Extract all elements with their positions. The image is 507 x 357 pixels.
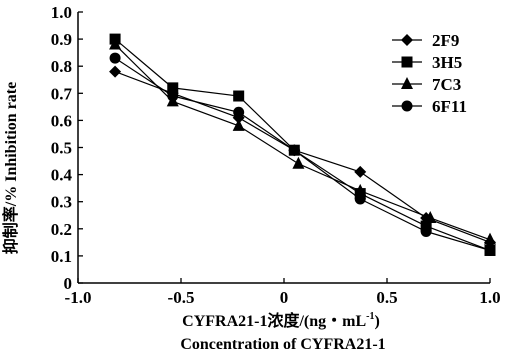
data-point-6f11 bbox=[288, 144, 300, 156]
data-point-7c3 bbox=[292, 156, 305, 169]
data-point-6f11 bbox=[420, 226, 432, 238]
data-point-7c3 bbox=[232, 118, 245, 131]
y-tick-label: 0.7 bbox=[51, 84, 73, 103]
data-point-6f11 bbox=[109, 52, 121, 64]
y-tick-label: 0.6 bbox=[51, 111, 72, 130]
y-tick-label: 0.3 bbox=[51, 193, 72, 212]
y-tick-label: 0.8 bbox=[51, 57, 72, 76]
data-point-6f11 bbox=[354, 193, 366, 205]
x-axis-label-text: CYFRA21-1浓度/(ng・mL bbox=[182, 311, 366, 330]
x-tick-label: -1.0 bbox=[65, 288, 92, 307]
data-point-6f11 bbox=[233, 106, 245, 118]
data-point-7c3 bbox=[424, 210, 437, 223]
data-point-6f11 bbox=[484, 244, 496, 256]
data-point-7c3 bbox=[109, 37, 122, 50]
x-tick-label: 0.5 bbox=[376, 288, 397, 307]
x-axis-label-superscript: -1 bbox=[366, 311, 374, 322]
legend-marker-3h5 bbox=[401, 56, 413, 68]
y-axis-label: 抑制率/% Inhibition rate bbox=[1, 82, 20, 254]
legend-marker-2f9 bbox=[401, 34, 413, 46]
y-tick-label: 0.2 bbox=[51, 220, 72, 239]
data-point-7c3 bbox=[484, 232, 496, 245]
data-point-7c3 bbox=[354, 183, 367, 196]
legend-label-6f11: 6F11 bbox=[432, 97, 467, 116]
legend-label-2f9: 2F9 bbox=[432, 31, 459, 50]
legend-label-7c3: 7C3 bbox=[432, 75, 461, 94]
series-6f11 bbox=[109, 52, 496, 256]
x-tick-label: -0.5 bbox=[168, 288, 195, 307]
x-axis-label-line2: Concentration of CYFRA21-1 bbox=[180, 336, 385, 353]
x-axis-label-end: ) bbox=[375, 313, 380, 330]
x-tick-label: 1.0 bbox=[479, 288, 500, 307]
y-tick-label: 0.5 bbox=[51, 139, 72, 158]
legend-marker-6f11 bbox=[401, 100, 413, 112]
legend: 2F9 3H5 7C3 6F11 bbox=[392, 31, 467, 116]
data-point-3h5 bbox=[233, 90, 245, 102]
y-tick-label: 0.1 bbox=[51, 247, 72, 266]
series-layer bbox=[109, 33, 496, 256]
x-axis-label-line1: CYFRA21-1浓度/(ng・mL-1) bbox=[182, 311, 380, 330]
y-tick-label: 0.9 bbox=[51, 30, 72, 49]
data-point-2f9 bbox=[109, 65, 122, 78]
data-point-2f9 bbox=[354, 165, 367, 178]
legend-marker-7c3 bbox=[401, 77, 413, 89]
data-point-6f11 bbox=[167, 90, 179, 102]
legend-label-3h5: 3H5 bbox=[432, 53, 462, 72]
x-tick-label: 0 bbox=[280, 288, 289, 307]
series-line-7c3 bbox=[114, 44, 491, 241]
y-tick-label: 0 bbox=[64, 274, 73, 293]
axes: 0 0.1 0.2 0.3 0.4 0.5 0.6 0.7 0.8 0.9 1.0 -1.0 -0.5 0… bbox=[51, 3, 501, 307]
y-tick-label: 0.4 bbox=[51, 166, 73, 185]
data-point-3h5 bbox=[167, 82, 179, 94]
y-tick-label: 1.0 bbox=[51, 3, 72, 22]
